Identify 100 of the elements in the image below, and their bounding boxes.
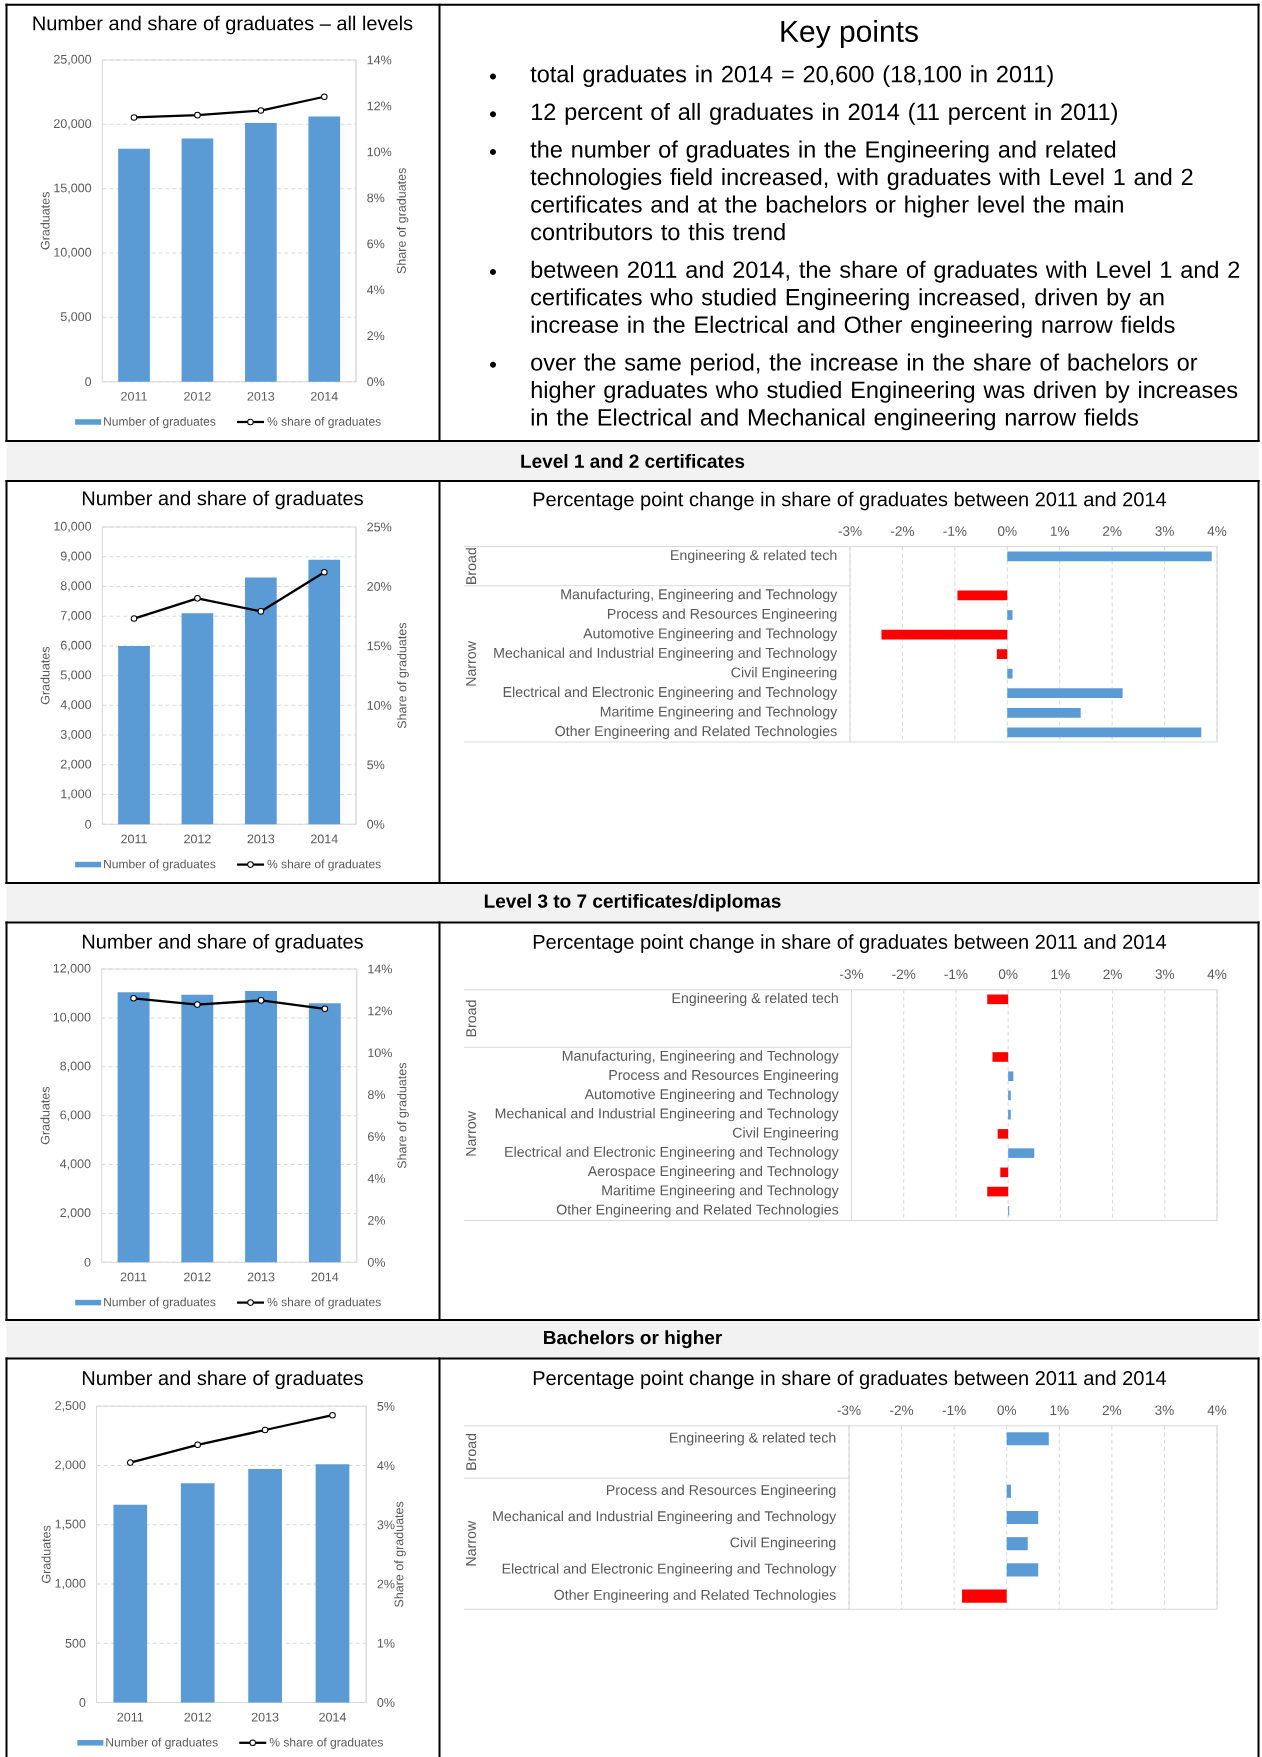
point [320, 93, 328, 101]
y-tick-label: 12,000 [53, 963, 91, 975]
y2-tick-label: 6% [367, 239, 385, 249]
point [194, 1001, 201, 1008]
x-tick-label: -3% [840, 969, 864, 979]
y-tick-label: Engineering & related tech [672, 992, 838, 1006]
y2-tick-label: 20% [367, 582, 392, 591]
point [194, 111, 201, 119]
bar [315, 1464, 350, 1703]
point [257, 107, 265, 114]
bar [245, 123, 277, 382]
bar [181, 138, 214, 382]
y-tick-label: 0 [79, 1698, 86, 1707]
y2-tick-label: 10% [367, 700, 392, 710]
y-tick-label: Maritime Engineering and Technology [600, 706, 838, 720]
x-tick-label: -1% [942, 1405, 966, 1416]
y-tick-label: Engineering & related tech [671, 549, 837, 563]
y-tick-label: 25,000 [53, 54, 92, 66]
text: between 2011 and 2014, the share of graduates with Level 1 and 2 certificates who studied Engineering increased, driven by an increase in the Electrical and Other engineering narrow fields [531, 260, 1240, 338]
bar [1008, 1109, 1011, 1120]
y2-axis-title: Share of graduates [394, 1501, 406, 1607]
y-tick-label: 6,000 [60, 640, 92, 652]
y2-tick-label: 8% [367, 1090, 386, 1100]
chart-title: Number and share of graduates [82, 490, 363, 510]
legend-label: % share of graduates [267, 416, 381, 429]
y-tick-label: Mechanical and Industrial Engineering and Technology [494, 647, 838, 661]
y2-tick-label: 5% [367, 760, 385, 770]
bar [1006, 1537, 1028, 1551]
y-tick-label: 5,000 [60, 670, 92, 681]
y2-axis-title: Share of graduates [396, 168, 409, 274]
bar [245, 577, 277, 825]
y2-tick-label: 5% [377, 1401, 395, 1411]
y-tick-label: 0 [85, 377, 92, 387]
y-tick-label: 0 [85, 819, 92, 829]
text: Narrow [466, 1110, 476, 1156]
text: Key points [781, 20, 918, 48]
bar [181, 613, 214, 825]
y-tick-label: 2,000 [55, 1460, 86, 1471]
y2-tick-label: 15% [367, 641, 392, 651]
x-tick-label: -3% [837, 1405, 861, 1415]
y2-tick-label: 3% [377, 1520, 395, 1530]
legend-label: % share of graduates [267, 1297, 381, 1309]
y-tick-label: 20,000 [53, 119, 92, 130]
text: Broad [465, 1433, 477, 1470]
x-tick-label: 2011 [121, 834, 147, 844]
y-tick-label: 4,000 [60, 1159, 91, 1170]
text: Level 1 and 2 certificates [521, 454, 745, 468]
y2-tick-label: 0% [367, 377, 385, 387]
text: total graduates in 2014 = 20,600 (18,100 in 2011) [530, 65, 1053, 88]
y-tick-label: 2,000 [60, 1208, 91, 1219]
x-tick-label: 2013 [251, 1712, 279, 1722]
y-tick-label: 15,000 [54, 183, 92, 194]
y-tick-label: 7,000 [60, 611, 92, 622]
legend-label: Number of graduates [106, 1737, 218, 1749]
y2-tick-label: 2% [367, 331, 385, 341]
legend-label: % share of graduates [269, 1737, 383, 1749]
bar [1007, 688, 1123, 699]
bar [1006, 1510, 1039, 1525]
y-tick-label: 9,000 [60, 551, 92, 562]
y-tick-label: 500 [65, 1638, 86, 1648]
point [130, 615, 138, 622]
y-tick-label: 1,000 [55, 1578, 86, 1590]
bar [1007, 707, 1081, 718]
x-tick-label: 0% [998, 969, 1018, 979]
text: over the same period, the increase in the share of bachelors or higher graduates who studied Engineering was driven by increases in the Electrical and Mechanical engineering narrow fields [531, 353, 1238, 431]
x-tick-label: -1% [944, 969, 968, 979]
y-tick-label: 0 [84, 1257, 91, 1267]
x-tick-label: 2% [1103, 969, 1122, 979]
point [130, 995, 137, 1002]
y-tick-label: Process and Resources Engineering [606, 1484, 836, 1498]
y-tick-label: Engineering & related tech [670, 1432, 836, 1446]
y2-tick-label: 6% [368, 1132, 386, 1142]
text: 12 percent of all graduates in 2014 (11 percent in 2011) [531, 102, 1117, 125]
bar [1006, 1563, 1039, 1577]
x-tick-label: 2013 [247, 1272, 275, 1282]
x-tick-label: 2013 [247, 391, 275, 401]
point [130, 114, 138, 121]
y-tick-label: Maritime Engineering and Technology [602, 1184, 839, 1199]
bar [1007, 551, 1212, 562]
bar [1007, 668, 1013, 679]
x-tick-label: 3% [1155, 969, 1175, 979]
point [261, 1426, 269, 1434]
y-tick-label: 10,000 [53, 1012, 91, 1024]
x-tick-label: 0% [997, 1405, 1017, 1415]
bar [957, 590, 1008, 601]
bar [1006, 1484, 1011, 1498]
y-tick-label: 4,000 [60, 700, 92, 711]
y2-tick-label: 0% [377, 1698, 395, 1707]
point [127, 1459, 134, 1466]
bar [881, 629, 1008, 640]
chart-title: Percentage point change in share of graduates between 2011 and 2014 [533, 934, 1167, 953]
x-tick-label: -2% [892, 969, 916, 979]
x-tick-label: 2% [1102, 1405, 1122, 1416]
y-tick-label: Manufacturing, Engineering and Technology [562, 1050, 839, 1064]
bar [962, 1589, 1007, 1603]
bar [1006, 1432, 1049, 1446]
y-tick-label: Mechanical and Industrial Engineering and Technology [495, 1108, 839, 1122]
x-tick-label: 2012 [184, 1272, 211, 1282]
y-tick-label: Civil Engineering [730, 1537, 836, 1551]
x-tick-label: 2012 [184, 391, 211, 401]
